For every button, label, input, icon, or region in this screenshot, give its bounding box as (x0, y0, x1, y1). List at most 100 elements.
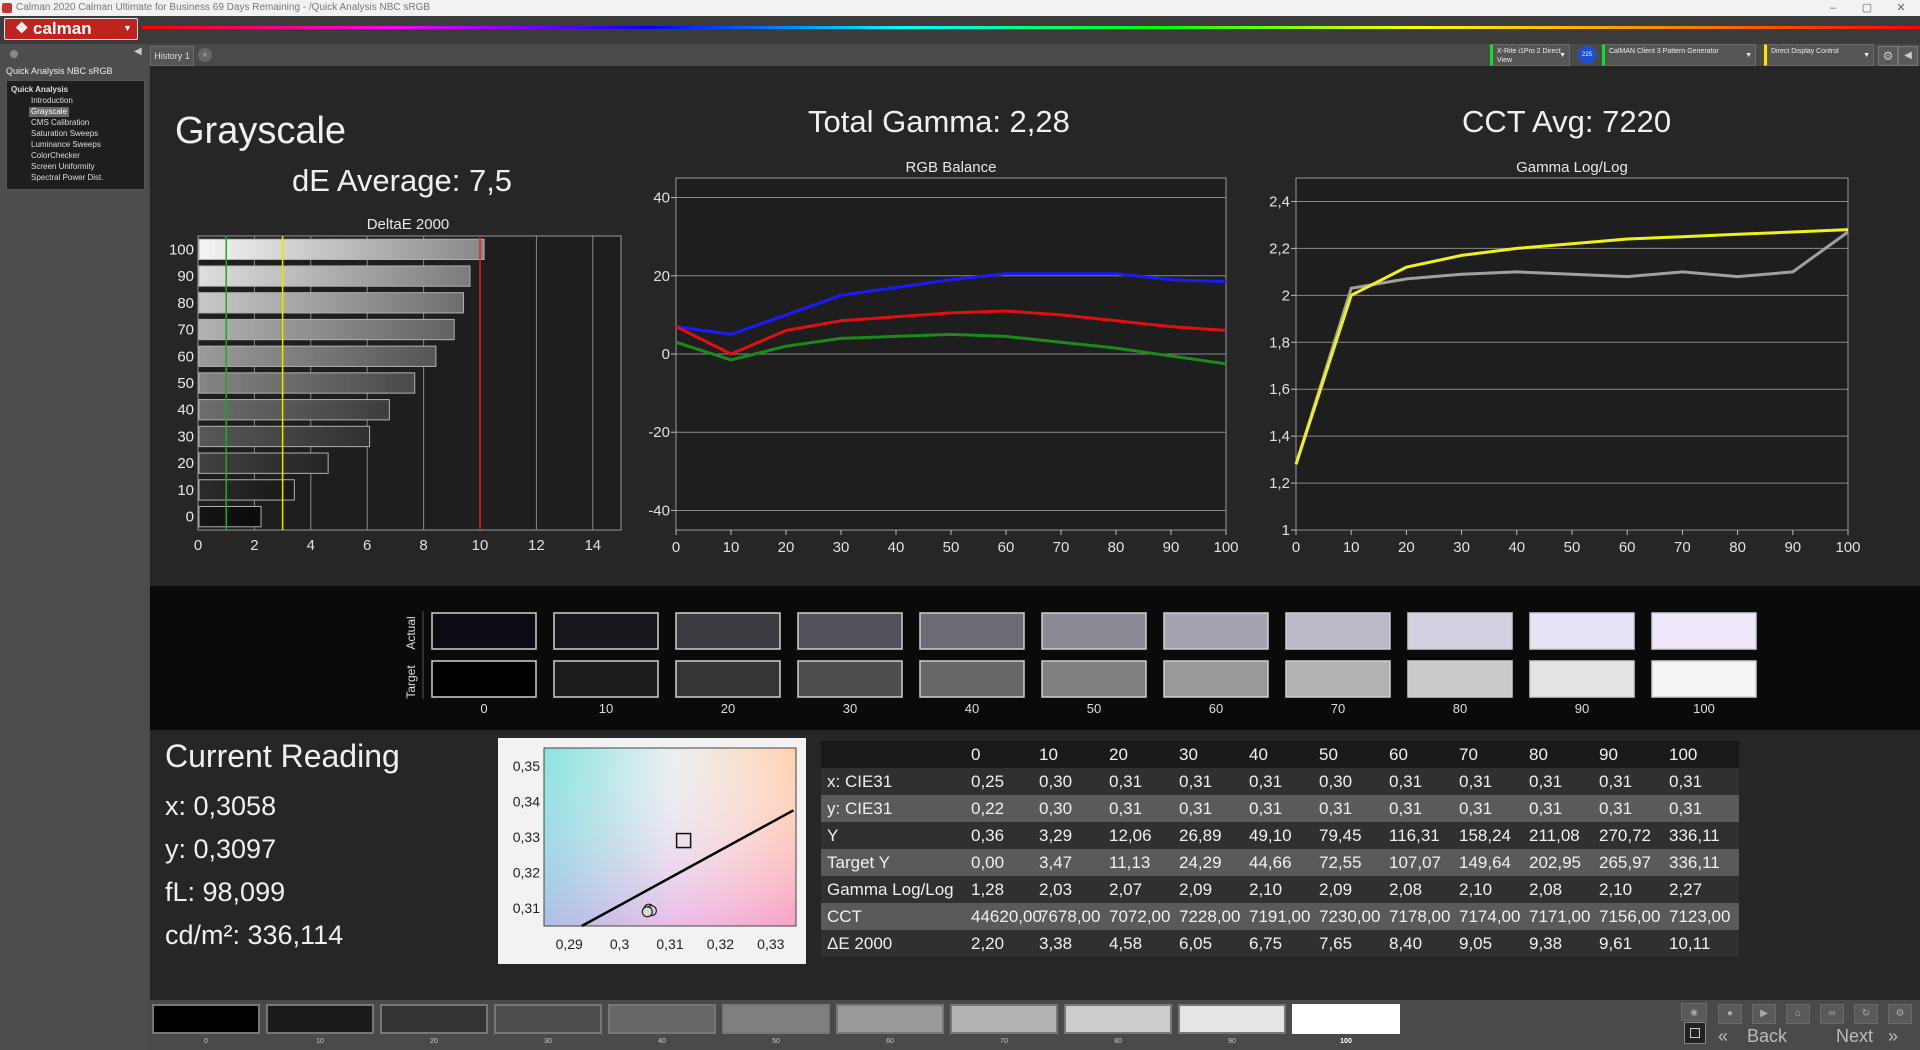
tree-item-saturation-sweeps[interactable]: Saturation Sweeps (31, 129, 99, 138)
tree-item-spectral-power[interactable]: Spectral Power Dist. (31, 173, 104, 182)
patch-button[interactable] (608, 1004, 716, 1034)
de-average: dE Average: 7,5 (292, 163, 513, 198)
tree-item-luminance-sweeps[interactable]: Luminance Sweeps (31, 140, 101, 149)
loop-icon[interactable]: ∞ (1820, 1004, 1844, 1024)
add-tab-button[interactable]: + (198, 48, 212, 62)
calman-menu-button[interactable]: ❖ calman ▼ (4, 18, 138, 40)
lock-icon[interactable]: ⌂ (1786, 1004, 1810, 1024)
stop-button[interactable] (1684, 1022, 1706, 1044)
play-icon[interactable]: ▶ (1752, 1004, 1776, 1024)
page-title: Grayscale (175, 110, 347, 152)
table-cell: 9,05 (1459, 934, 1493, 953)
patch-button[interactable] (950, 1004, 1058, 1034)
tree-item-screen-uniformity[interactable]: Screen Uniformity (31, 162, 95, 171)
patch-label: 70 (1000, 1038, 1008, 1045)
tab-history-1[interactable]: History 1 (150, 46, 194, 66)
y-tick-label: 20 (653, 268, 670, 285)
refresh-icon[interactable]: ↻ (1854, 1004, 1878, 1024)
minimize-button[interactable]: – (1829, 2, 1837, 14)
row-label: CCT (827, 907, 862, 926)
patch-label: 100 (1340, 1038, 1352, 1045)
patch-button[interactable] (494, 1004, 602, 1034)
current-reading-title: Current Reading (165, 738, 400, 774)
collapse-panel-icon[interactable]: ◀ (134, 46, 142, 57)
tree-item-introduction[interactable]: Introduction (31, 96, 73, 105)
tree-item-cms-calibration[interactable]: CMS Calibration (31, 118, 90, 127)
table-cell: 9,38 (1529, 934, 1563, 953)
table-row: CCT 44620,00 7678,00 7072,00 7228,00 7191,00 7… (821, 903, 1739, 930)
swatch-label: 30 (843, 701, 857, 716)
x-tick-label: 50 (1564, 539, 1581, 556)
patch-button[interactable] (836, 1004, 944, 1034)
y-tick-label: 90 (177, 268, 194, 285)
column-header: 40 (1249, 745, 1268, 764)
table-cell: 3,47 (1039, 853, 1073, 872)
x-tick-label: 0 (1292, 539, 1300, 556)
actual-swatch (675, 612, 781, 650)
table-cell: 0,31 (1669, 799, 1703, 818)
x-tick-label: 50 (943, 539, 960, 556)
stop-icon (1690, 1028, 1700, 1038)
patch-button[interactable] (1178, 1004, 1286, 1034)
pattern-generator-selector[interactable]: CalMAN Client 3 Pattern Generator ▼ (1602, 44, 1756, 66)
window-titlebar: Calman 2020 Calman Ultimate for Business… (0, 0, 1920, 16)
total-gamma: Total Gamma: 2,28 (808, 104, 1070, 139)
table-cell: 26,89 (1179, 826, 1222, 845)
back-arrow-icon[interactable]: ◀ (1898, 46, 1918, 66)
tree-item-colorchecker[interactable]: ColorChecker (31, 151, 80, 160)
back-button[interactable]: « Back (1718, 1026, 1787, 1048)
table-cell: 2,10 (1599, 880, 1633, 899)
row-label: Gamma Log/Log (827, 880, 954, 899)
column-header: 30 (1179, 745, 1198, 764)
table-cell: 12,06 (1109, 826, 1152, 845)
table-cell: 0,30 (1039, 799, 1073, 818)
tree-root[interactable]: Quick Analysis (11, 85, 69, 94)
table-cell: 2,10 (1249, 880, 1283, 899)
y-tick-label: 1,8 (1269, 334, 1290, 351)
target-swatch (1041, 660, 1147, 698)
panel-pin-icon[interactable] (10, 50, 18, 58)
swatch-label: 100 (1693, 701, 1715, 716)
x-tick-label: 4 (307, 537, 315, 554)
table-cell: 2,08 (1529, 880, 1563, 899)
table-cell: 3,29 (1039, 826, 1073, 845)
patch-button[interactable] (266, 1004, 374, 1034)
patch-button[interactable] (152, 1004, 260, 1034)
record-icon[interactable]: ● (1718, 1004, 1742, 1024)
patch-button[interactable] (722, 1004, 830, 1034)
column-header: 80 (1529, 745, 1548, 764)
x-tick-label: 10 (1343, 539, 1360, 556)
table-cell: 7174,00 (1459, 907, 1521, 926)
y-tick-label: 100 (169, 241, 194, 258)
table-cell: 7228,00 (1179, 907, 1241, 926)
patch-button[interactable] (1064, 1004, 1172, 1034)
maximize-button[interactable]: ▢ (1861, 2, 1873, 14)
table-cell: 2,20 (971, 934, 1005, 953)
camera-icon[interactable]: ◉ (1681, 1003, 1707, 1021)
y-tick-label: 0,35 (513, 758, 540, 774)
chevron-down-icon: ▼ (123, 23, 132, 33)
patch-button[interactable] (380, 1004, 488, 1034)
patch-button[interactable] (1292, 1004, 1400, 1034)
x-tick-label: 100 (1213, 539, 1238, 556)
x-tick-label: 0,31 (656, 936, 683, 952)
y-tick-label: 2 (1282, 287, 1290, 304)
settings-icon[interactable]: ⚙ (1888, 1004, 1912, 1024)
x-tick-label: 12 (528, 537, 545, 554)
next-button[interactable]: Next » (1836, 1026, 1898, 1048)
cie-gradient-overlay (544, 748, 796, 926)
swatch-comparison-panel (150, 586, 1920, 730)
tree-item-grayscale[interactable]: Grayscale (29, 107, 70, 117)
table-cell: 7171,00 (1529, 907, 1591, 926)
settings-gear-icon[interactable]: ⚙ (1878, 46, 1898, 66)
y-tick-label: 1 (1282, 522, 1290, 539)
x-tick-label: 90 (1784, 539, 1801, 556)
table-cell: 0,31 (1109, 772, 1143, 791)
x-tick-label: 80 (1729, 539, 1746, 556)
deltae-bar-chart: 0 2 4 6 8 10 12 14 0 10 20 30 40 50 60 70 80 90 100 (169, 235, 622, 554)
close-button[interactable]: ✕ (1896, 2, 1906, 14)
meter-badge[interactable]: 225 (1578, 46, 1596, 64)
display-control-selector[interactable]: Direct Display Control ▼ (1764, 44, 1874, 66)
meter-selector[interactable]: X-Rite i1Pro 2 Direct View ▼ (1490, 44, 1570, 66)
table-cell: 0,31 (1389, 772, 1423, 791)
